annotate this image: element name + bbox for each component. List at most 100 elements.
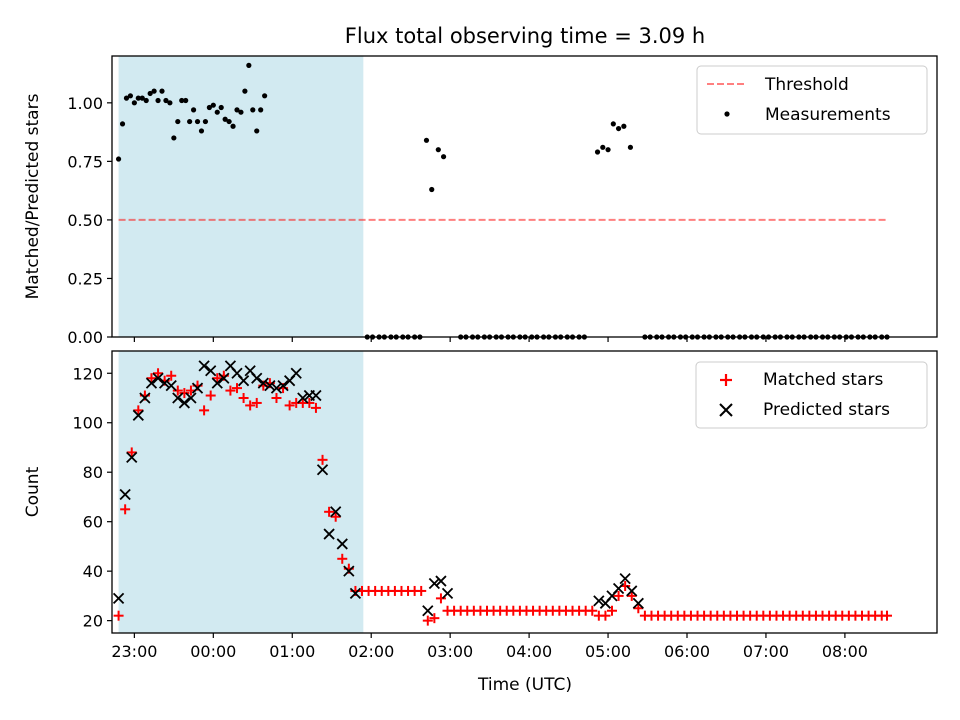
- count-y-tick-label: 100: [72, 414, 103, 433]
- matched-star-point: [146, 373, 157, 384]
- predicted-star-point: [198, 360, 210, 372]
- measurement-point: [175, 118, 181, 125]
- predicted-star-point: [152, 372, 164, 384]
- count-y-axis-label: Count: [23, 466, 43, 517]
- predicted-star-point: [632, 597, 644, 609]
- count-y-tick-label: 80: [83, 463, 103, 482]
- measurement-point: [135, 95, 141, 101]
- matched-star-point: [120, 504, 131, 515]
- measurement-point: [242, 88, 248, 94]
- predicted-star-point: [270, 382, 283, 394]
- predicted-star-point: [330, 506, 342, 518]
- measurement-point: [218, 104, 224, 111]
- predicted-star-point: [237, 375, 250, 387]
- measurement-point: [621, 123, 627, 129]
- count-y-tick-label: 120: [72, 364, 103, 383]
- x-tick-label: 03:00: [427, 642, 473, 661]
- x-axis-label: Time (UTC): [477, 675, 572, 695]
- matched-star-point: [179, 388, 190, 399]
- predicted-star-point: [251, 372, 263, 384]
- measurement-point: [594, 149, 601, 155]
- ratio-legend-box: [696, 65, 928, 135]
- predicted-star-point: [139, 392, 151, 404]
- matched-star-point: [251, 397, 262, 408]
- matched-star-point: [133, 405, 144, 416]
- measurement-point: [127, 93, 134, 99]
- measurement-point: [238, 109, 244, 115]
- predicted-star-point: [297, 392, 309, 404]
- matched-star-point: [882, 610, 892, 621]
- ratio-y-tick-label: 0.25: [67, 269, 103, 288]
- measurement-point: [163, 97, 169, 104]
- matched-star-point: [422, 615, 433, 626]
- predicted-star-point: [211, 377, 223, 389]
- legend-predicted-swatch: [719, 403, 733, 417]
- matched-star-point: [225, 385, 236, 396]
- measurement-point: [435, 147, 441, 153]
- matched-star-point: [416, 585, 427, 596]
- matched-star-point: [126, 447, 137, 458]
- count-y-tick-label: 20: [83, 612, 103, 631]
- legend-predicted-label: Predicted stars: [763, 400, 890, 420]
- predicted-star-point: [619, 572, 631, 585]
- matched-star-point: [205, 390, 216, 401]
- matched-star-point: [429, 613, 440, 624]
- matched-star-point: [166, 370, 177, 381]
- measurement-point: [226, 118, 232, 125]
- measurement-point: [605, 147, 611, 153]
- measurement-point: [440, 154, 447, 160]
- matched-star-point: [245, 400, 256, 411]
- x-tick-label: 06:00: [664, 642, 710, 661]
- ratio-y-tick-label: 0.75: [67, 152, 103, 171]
- predicted-star-point: [126, 451, 138, 464]
- measurement-point: [615, 125, 622, 132]
- measurement-point: [131, 100, 137, 106]
- predicted-star-point: [422, 605, 434, 617]
- measurement-point: [258, 107, 264, 113]
- matched-star-point: [600, 610, 611, 621]
- matched-star-point: [172, 385, 183, 396]
- matched-star-point: [607, 605, 617, 616]
- predicted-star-point: [172, 392, 184, 404]
- count-plot-frame: [111, 350, 938, 634]
- predicted-star-point: [145, 377, 158, 389]
- predicted-star-point: [323, 528, 335, 540]
- predicted-star-point: [264, 379, 276, 392]
- measurement-point: [210, 102, 216, 108]
- ratio-y-tick-label: 0.50: [67, 211, 103, 230]
- predicted-star-point: [112, 592, 125, 605]
- predicted-star-point: [119, 488, 131, 501]
- measurement-point: [627, 144, 634, 150]
- ratio-y-axis-label: Matched/Predicted stars: [23, 93, 43, 299]
- x-tick-label: 23:00: [111, 642, 157, 661]
- measurement-point: [206, 104, 212, 111]
- count-legend-box: [695, 361, 928, 429]
- count-y-tick-label: 40: [83, 562, 103, 581]
- measurement-point: [167, 100, 173, 106]
- predicted-star-point: [290, 367, 302, 379]
- measurement-point: [183, 97, 189, 104]
- matched-star-point: [613, 590, 624, 601]
- matched-star-point: [435, 593, 446, 604]
- measurement-point: [246, 62, 252, 68]
- matched-star-point: [633, 603, 644, 614]
- predicted-star-point: [428, 577, 441, 590]
- ratio-plot-frame: [111, 55, 938, 338]
- predicted-star-point: [336, 538, 348, 550]
- measurement-point: [214, 109, 220, 115]
- matched-star-point: [304, 397, 315, 408]
- ratio-shaded-interval: [118, 56, 364, 337]
- measurement-point: [187, 118, 193, 125]
- matched-star-point: [271, 393, 282, 403]
- measurement-point: [230, 123, 236, 129]
- measurement-point: [262, 93, 268, 99]
- x-tick-label: 04:00: [506, 642, 552, 661]
- predicted-star-point: [316, 464, 329, 476]
- measurement-point: [155, 97, 161, 104]
- legend-matched-swatch: [720, 374, 732, 386]
- predicted-star-point: [165, 379, 177, 392]
- predicted-star-point: [612, 582, 625, 595]
- measurement-point: [610, 121, 616, 127]
- predicted-star-point: [441, 587, 454, 600]
- matched-star-point: [284, 400, 295, 411]
